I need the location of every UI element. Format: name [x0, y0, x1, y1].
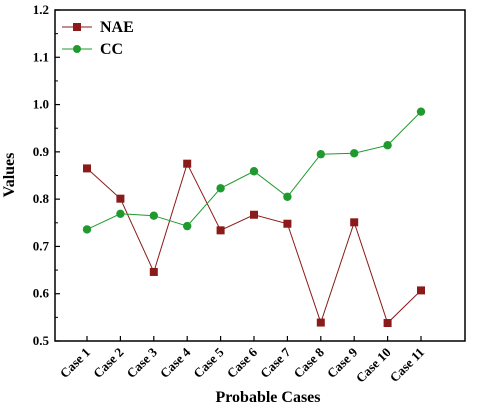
series-layer [82, 107, 426, 328]
data-point-nae [316, 318, 325, 327]
x-tick-label: Case 7 [257, 344, 294, 381]
series-cc [82, 107, 426, 234]
data-point-cc [383, 141, 392, 150]
data-point-cc [82, 225, 92, 234]
data-point-cc [283, 192, 292, 201]
data-point-cc [216, 184, 225, 193]
y-tick-label: 0.8 [33, 191, 50, 206]
x-tick-label: Case 4 [157, 344, 194, 381]
x-axis-title: Probable Cases [215, 389, 320, 406]
series-nae [83, 159, 425, 328]
data-point-cc [416, 107, 426, 116]
data-point-nae [183, 159, 192, 168]
y-tick-label: 1.2 [33, 2, 49, 17]
data-point-nae [116, 194, 125, 203]
y-tick-label: 1.1 [33, 49, 49, 64]
data-point-cc [316, 150, 325, 159]
x-tick-label: Case 8 [291, 344, 328, 381]
data-point-nae [350, 218, 359, 227]
data-point-nae [283, 219, 292, 228]
x-tick-label: Case 10 [353, 345, 394, 386]
data-point-cc [249, 167, 259, 176]
x-tick-label: Case 5 [190, 344, 227, 381]
series-line-nae [86, 162, 422, 325]
x-tick-label: Case 1 [57, 345, 93, 381]
y-tick-label: 1.0 [33, 97, 49, 112]
y-axis: 0.5 0.6 0.7 0.8 0.9 1.0 1.1 1.2 [33, 2, 60, 348]
data-point-cc [350, 149, 359, 158]
y-tick-label: 0.5 [33, 333, 50, 348]
data-point-nae [83, 164, 91, 173]
data-point-cc [116, 209, 125, 219]
legend-item-cc: CC [62, 41, 123, 58]
legend-label-cc: CC [100, 41, 123, 58]
data-point-nae [417, 286, 425, 295]
data-point-cc [183, 221, 192, 231]
data-point-nae [149, 267, 158, 276]
data-point-nae [383, 319, 392, 328]
legend-label-nae: NAE [100, 19, 134, 36]
y-tick-label: 0.6 [33, 286, 50, 301]
data-point-cc [149, 211, 158, 220]
plot-frame [54, 9, 466, 342]
legend: NAE CC [62, 19, 134, 58]
legend-item-nae: NAE [62, 19, 134, 36]
x-tick-label: Case 3 [124, 344, 161, 381]
x-tick-label: Case 11 [387, 345, 427, 385]
legend-marker-nae [73, 23, 81, 31]
x-tick-label: Case 2 [90, 345, 126, 381]
data-point-nae [250, 210, 258, 219]
y-tick-label: 0.9 [33, 144, 50, 159]
y-axis-title: Values [1, 153, 18, 198]
legend-marker-cc [73, 45, 81, 53]
data-point-nae [216, 226, 225, 235]
x-tick-label: Case 6 [224, 344, 261, 381]
y-tick-label: 0.7 [33, 238, 50, 253]
